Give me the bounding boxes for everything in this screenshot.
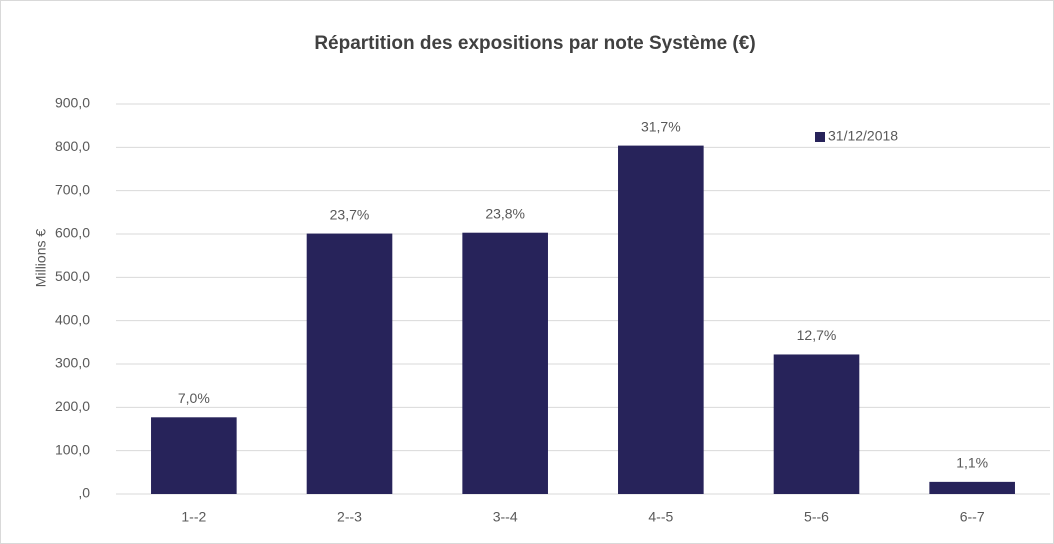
y-tick-label: ,0 xyxy=(78,485,90,501)
x-tick-label: 6--7 xyxy=(960,509,985,525)
data-label: 23,8% xyxy=(485,205,525,221)
x-tick-label: 5--6 xyxy=(804,509,829,525)
x-tick-label: 1--2 xyxy=(181,509,206,525)
y-tick-label: 200,0 xyxy=(55,398,90,414)
y-tick-label: 300,0 xyxy=(55,355,90,371)
y-tick-label: 100,0 xyxy=(55,441,90,457)
legend-label: 31/12/2018 xyxy=(828,128,898,144)
x-tick-label: 3--4 xyxy=(493,509,518,525)
chart-title: Répartition des expositions par note Sys… xyxy=(314,33,755,54)
data-label: 12,7% xyxy=(797,327,837,343)
y-tick-label: 800,0 xyxy=(55,138,90,154)
bar xyxy=(462,232,548,494)
y-tick-label: 400,0 xyxy=(55,311,90,327)
y-tick-label: 600,0 xyxy=(55,225,90,241)
data-label: 23,7% xyxy=(330,206,370,222)
bar xyxy=(773,354,860,494)
bar xyxy=(306,233,393,495)
bar xyxy=(929,481,1015,494)
legend-swatch xyxy=(815,132,825,142)
x-tick-label: 4--5 xyxy=(648,509,673,525)
y-axis-label: Millions € xyxy=(33,229,49,288)
bar xyxy=(618,145,704,494)
y-tick-label: 500,0 xyxy=(55,268,90,284)
x-tick-label: 2--3 xyxy=(337,509,362,525)
bar xyxy=(151,417,237,494)
y-tick-label: 900,0 xyxy=(55,95,90,111)
data-label: 31,7% xyxy=(641,118,681,134)
y-tick-label: 700,0 xyxy=(55,181,90,197)
data-label: 7,0% xyxy=(178,390,210,406)
data-label: 1,1% xyxy=(956,455,988,471)
